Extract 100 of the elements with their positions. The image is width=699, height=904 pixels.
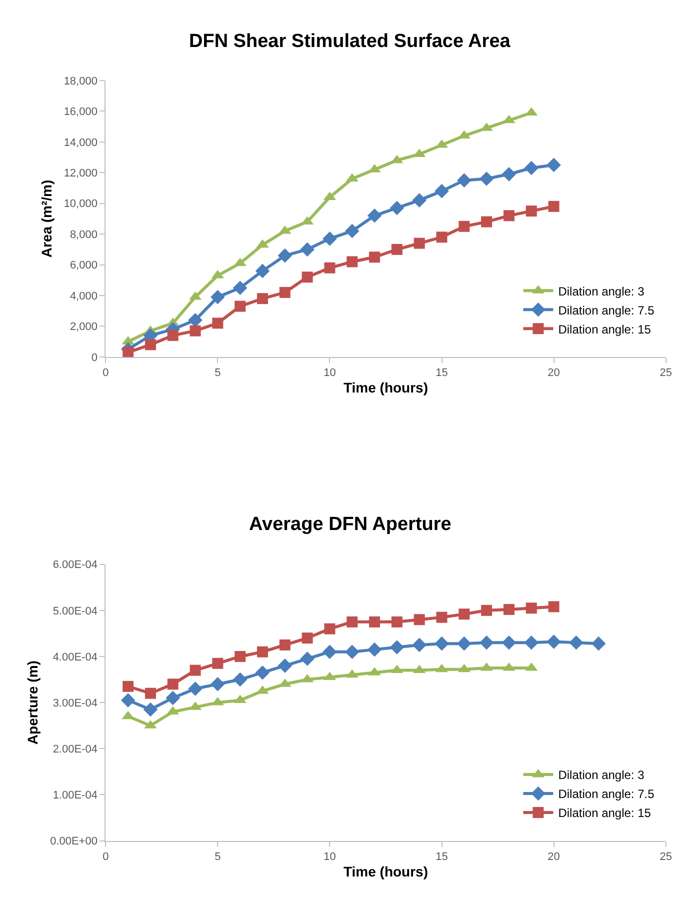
chart-title: DFN Shear Stimulated Surface Area: [189, 31, 511, 52]
x-tick-label: 5: [214, 851, 221, 863]
legend-label: Dilation angle: 15: [558, 322, 652, 336]
point: [369, 616, 380, 628]
point: [526, 602, 537, 614]
point: [143, 702, 158, 717]
point: [322, 232, 337, 246]
point: [210, 290, 225, 304]
point: [300, 652, 314, 666]
y-tick-label: 4.00E-04: [52, 651, 98, 664]
point: [569, 636, 584, 650]
point: [144, 688, 156, 699]
point: [234, 650, 246, 662]
point: [212, 318, 224, 329]
point: [344, 224, 360, 238]
x-tick-label: 10: [324, 367, 336, 380]
y-tick-label: 8,000: [70, 228, 98, 241]
point: [479, 172, 494, 186]
x-tick-label: 0: [102, 851, 109, 863]
point: [367, 208, 382, 223]
point: [346, 616, 358, 628]
y-tick-label: 2,000: [70, 321, 98, 334]
y-axis-title: Aperture (m): [24, 660, 41, 745]
point: [434, 184, 449, 198]
point: [167, 330, 178, 341]
y-tick-label: 10,000: [64, 198, 98, 210]
x-tick-label: 15: [436, 367, 448, 380]
y-tick-label: 14,000: [64, 136, 98, 149]
y-tick-label: 3.00E-04: [52, 697, 98, 710]
point: [548, 601, 560, 612]
point: [546, 634, 561, 649]
point: [167, 678, 178, 690]
point: [257, 646, 268, 658]
point: [458, 608, 470, 620]
point: [457, 636, 472, 651]
x-tick-label: 10: [324, 851, 336, 863]
y-axis-title: Area (m²/m): [38, 180, 54, 258]
point: [212, 658, 224, 669]
x-axis-title: Time (hours): [343, 863, 428, 880]
y-tick-label: 6,000: [70, 260, 98, 272]
point: [546, 158, 561, 172]
point: [414, 238, 425, 249]
point: [278, 658, 292, 673]
x-tick-label: 0: [102, 367, 109, 380]
point: [188, 682, 202, 696]
point: [257, 293, 268, 304]
point: [255, 264, 270, 278]
point: [210, 676, 225, 692]
point: [502, 167, 516, 182]
x-tick-label: 5: [214, 367, 221, 380]
y-tick-label: 0.00E+00: [50, 836, 98, 848]
y-tick-label: 12,000: [64, 167, 98, 180]
point: [412, 638, 426, 652]
y-tick-label: 0: [91, 352, 98, 364]
legend-label: Dilation angle: 15: [558, 806, 652, 820]
point: [412, 193, 426, 208]
point: [279, 286, 290, 298]
point: [166, 690, 180, 706]
point: [278, 248, 292, 263]
point: [122, 680, 134, 692]
point: [120, 693, 136, 708]
point: [526, 206, 537, 217]
point: [300, 242, 314, 257]
legend-label: Dilation angle: 3: [558, 768, 645, 782]
point: [481, 216, 492, 228]
point: [302, 632, 313, 644]
point: [232, 280, 248, 295]
y-tick-label: 4,000: [70, 290, 98, 302]
point: [369, 252, 380, 263]
point: [502, 636, 516, 650]
point: [503, 604, 514, 615]
point: [144, 339, 156, 350]
point: [367, 642, 382, 657]
y-tick-label: 16,000: [64, 106, 98, 118]
y-tick-label: 18,000: [64, 75, 98, 88]
point: [391, 244, 402, 255]
point: [481, 604, 492, 616]
y-tick-label: 1.00E-04: [52, 790, 98, 802]
x-tick-label: 25: [660, 851, 672, 863]
point: [346, 256, 358, 268]
point: [390, 200, 404, 216]
point: [232, 672, 248, 687]
x-tick-label: 20: [548, 851, 560, 863]
point: [302, 272, 313, 283]
point: [457, 173, 472, 188]
y-tick-label: 2.00E-04: [52, 743, 98, 756]
point: [591, 636, 606, 651]
point: [391, 616, 402, 628]
point: [524, 160, 539, 176]
point: [344, 644, 360, 660]
point: [190, 664, 201, 676]
point: [503, 210, 514, 222]
point: [188, 312, 202, 328]
point: [436, 612, 448, 623]
legend-label: Dilation angle: 7.5: [558, 303, 655, 318]
point: [234, 300, 246, 312]
legend-label: Dilation angle: 7.5: [558, 787, 655, 802]
point: [548, 200, 560, 212]
x-tick-label: 15: [436, 851, 448, 863]
legend-label: Dilation angle: 3: [558, 284, 645, 298]
